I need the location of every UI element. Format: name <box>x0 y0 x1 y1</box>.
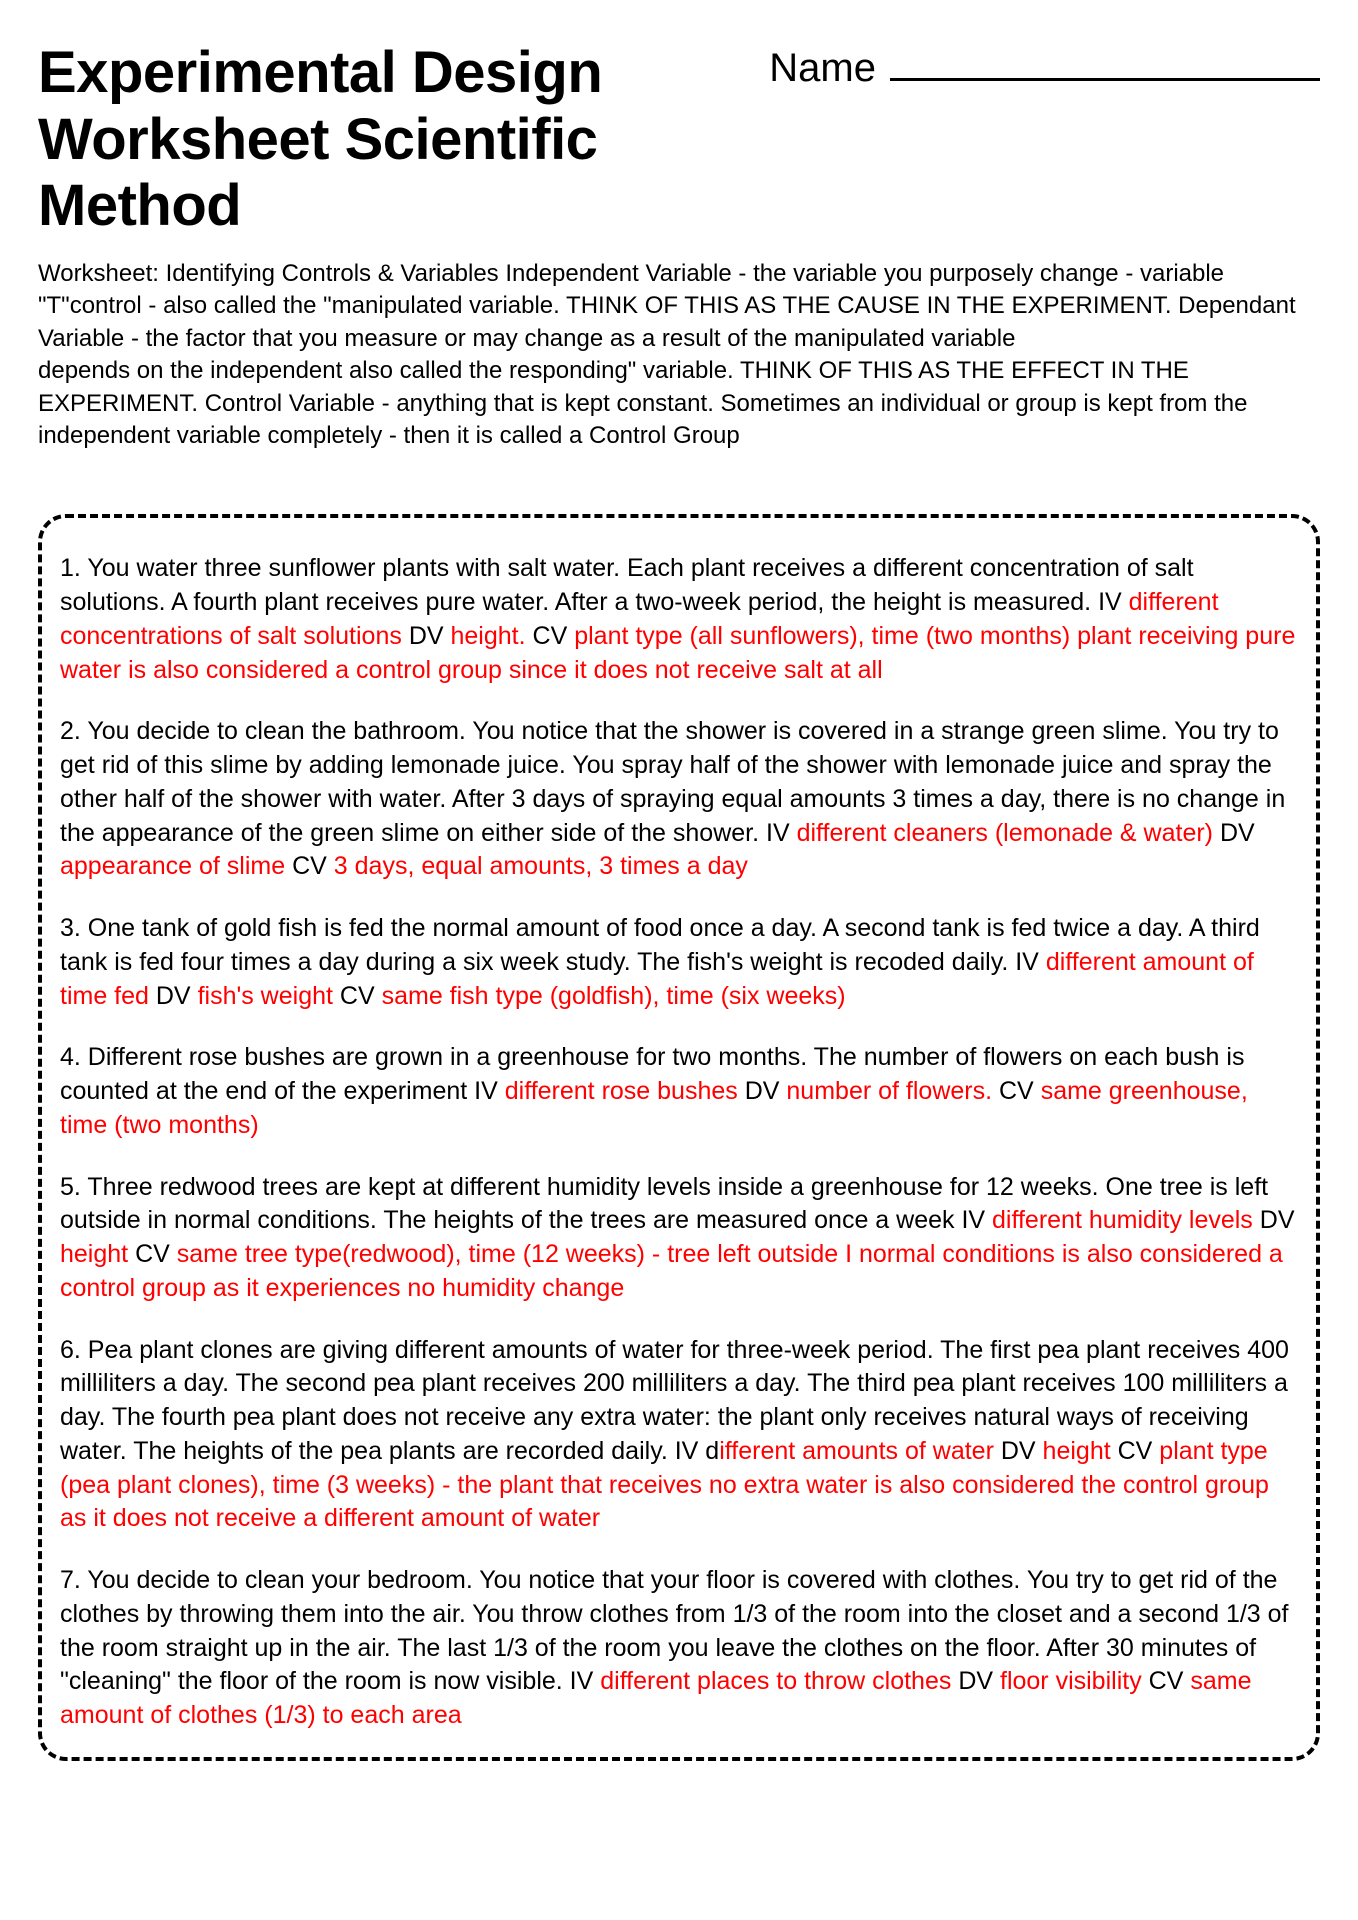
question-text: DV <box>958 1667 1000 1695</box>
question-7: 7. You decide to clean your bedroom. You… <box>60 1564 1298 1733</box>
question-text: CV <box>1118 1437 1160 1465</box>
answer-text: height <box>60 1240 135 1268</box>
question-text: CV <box>292 852 334 880</box>
question-4: 4. Different rose bushes are grown in a … <box>60 1041 1298 1142</box>
question-text: CV <box>533 622 575 650</box>
answer-text: different rose bushes <box>505 1077 745 1105</box>
question-1: 1. You water three sunflower plants with… <box>60 552 1298 687</box>
question-text: DV <box>1001 1437 1043 1465</box>
name-field-block: Name <box>769 46 1320 91</box>
question-text: CV <box>340 982 382 1010</box>
answer-text: fish's weight <box>198 982 340 1010</box>
answer-text: different humidity levels <box>992 1206 1260 1234</box>
header-row: Experimental Design Worksheet Scientific… <box>38 40 1320 240</box>
question-3: 3. One tank of gold fish is fed the norm… <box>60 912 1298 1013</box>
question-text: 1. You water three sunflower plants with… <box>60 554 1194 616</box>
question-text: CV <box>999 1077 1041 1105</box>
name-label: Name <box>769 46 876 91</box>
question-text: CV <box>1149 1667 1191 1695</box>
answer-text: ifferent amounts of water <box>719 1437 1001 1465</box>
answer-text: height. <box>451 622 533 650</box>
answer-text: floor visibility <box>1000 1667 1149 1695</box>
answer-text: height <box>1043 1437 1118 1465</box>
question-5: 5. Three redwood trees are kept at diffe… <box>60 1171 1298 1306</box>
answer-text: number of flowers. <box>786 1077 999 1105</box>
answer-text: different cleaners (lemonade & water) <box>797 819 1220 847</box>
question-text: DV <box>1220 819 1255 847</box>
answer-text: 3 days, equal amounts, 3 times a day <box>334 852 748 880</box>
question-text: DV <box>745 1077 787 1105</box>
question-6: 6. Pea plant clones are giving different… <box>60 1334 1298 1537</box>
worksheet-title: Experimental Design Worksheet Scientific… <box>38 40 769 240</box>
answer-text: same fish type (goldfish), time (six wee… <box>382 982 846 1010</box>
answer-text: same tree type(redwood), time (12 weeks)… <box>60 1240 1283 1302</box>
answer-text: different places to throw clothes <box>600 1667 958 1695</box>
question-text: DV <box>409 622 451 650</box>
answer-text: appearance of slime <box>60 852 292 880</box>
question-text: DV <box>1260 1206 1295 1234</box>
question-2: 2. You decide to clean the bathroom. You… <box>60 715 1298 884</box>
question-text: DV <box>156 982 198 1010</box>
intro-paragraph: Worksheet: Identifying Controls & Variab… <box>38 258 1320 452</box>
name-input-line[interactable] <box>890 49 1320 81</box>
question-text: CV <box>135 1240 177 1268</box>
questions-box: 1. You water three sunflower plants with… <box>38 514 1320 1761</box>
